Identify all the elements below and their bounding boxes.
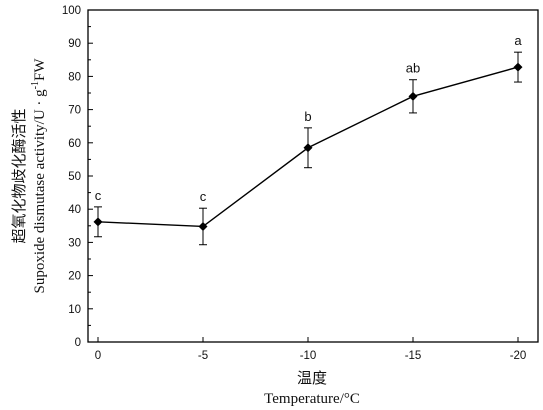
x-axis-ticks: 0 -5 -10 -15 -20 xyxy=(95,337,527,362)
significance-label: b xyxy=(304,109,311,124)
x-tick-label: 0 xyxy=(95,350,101,362)
y-axis-title-en-tail: FW xyxy=(32,58,48,81)
data-point-marker xyxy=(303,143,313,153)
significance-labels: c c b ab a xyxy=(95,33,523,204)
x-axis-title-zh: 温度 xyxy=(297,370,327,387)
x-tick-label: -20 xyxy=(510,350,527,362)
y-axis-ticks: 0 10 20 30 40 50 60 70 80 90 100 xyxy=(62,5,93,349)
y-tick-label: 30 xyxy=(68,237,81,249)
data-point-marker xyxy=(513,62,523,72)
plot-frame xyxy=(87,9,539,343)
y-tick-label: 20 xyxy=(68,271,81,283)
y-tick-label: 40 xyxy=(68,204,81,216)
plot-border xyxy=(87,9,539,343)
x-axis-title-en: Temperature/°C xyxy=(264,391,360,407)
y-axis-title-en: Supoxide dismutase activity/U · g-1FW xyxy=(30,58,48,294)
data-point-marker xyxy=(93,217,103,227)
significance-label: a xyxy=(514,33,522,48)
y-tick-label: 70 xyxy=(68,105,81,117)
data-point-marker xyxy=(408,91,418,101)
y-tick-label: 0 xyxy=(75,337,81,349)
y-tick-label: 60 xyxy=(68,138,81,150)
x-tick-label: -5 xyxy=(198,350,208,362)
data-markers xyxy=(93,62,523,231)
significance-label: ab xyxy=(406,61,420,76)
x-tick-label: -15 xyxy=(405,350,422,362)
y-axis-title-zh: 超氧化物歧化酶活性 xyxy=(11,108,28,243)
y-tick-label: 90 xyxy=(68,38,81,50)
y-tick-label: 100 xyxy=(62,5,81,17)
y-tick-label: 10 xyxy=(68,304,81,316)
y-axis-title-en-main: Supoxide dismutase activity/U · g xyxy=(32,89,48,294)
significance-label: c xyxy=(95,188,102,203)
y-axis-title-en-sup: -1 xyxy=(30,81,41,89)
significance-label: c xyxy=(200,189,207,204)
x-tick-label: -10 xyxy=(300,350,317,362)
y-tick-label: 50 xyxy=(68,171,81,183)
y-tick-label: 80 xyxy=(68,71,81,83)
data-point-marker xyxy=(198,221,208,231)
